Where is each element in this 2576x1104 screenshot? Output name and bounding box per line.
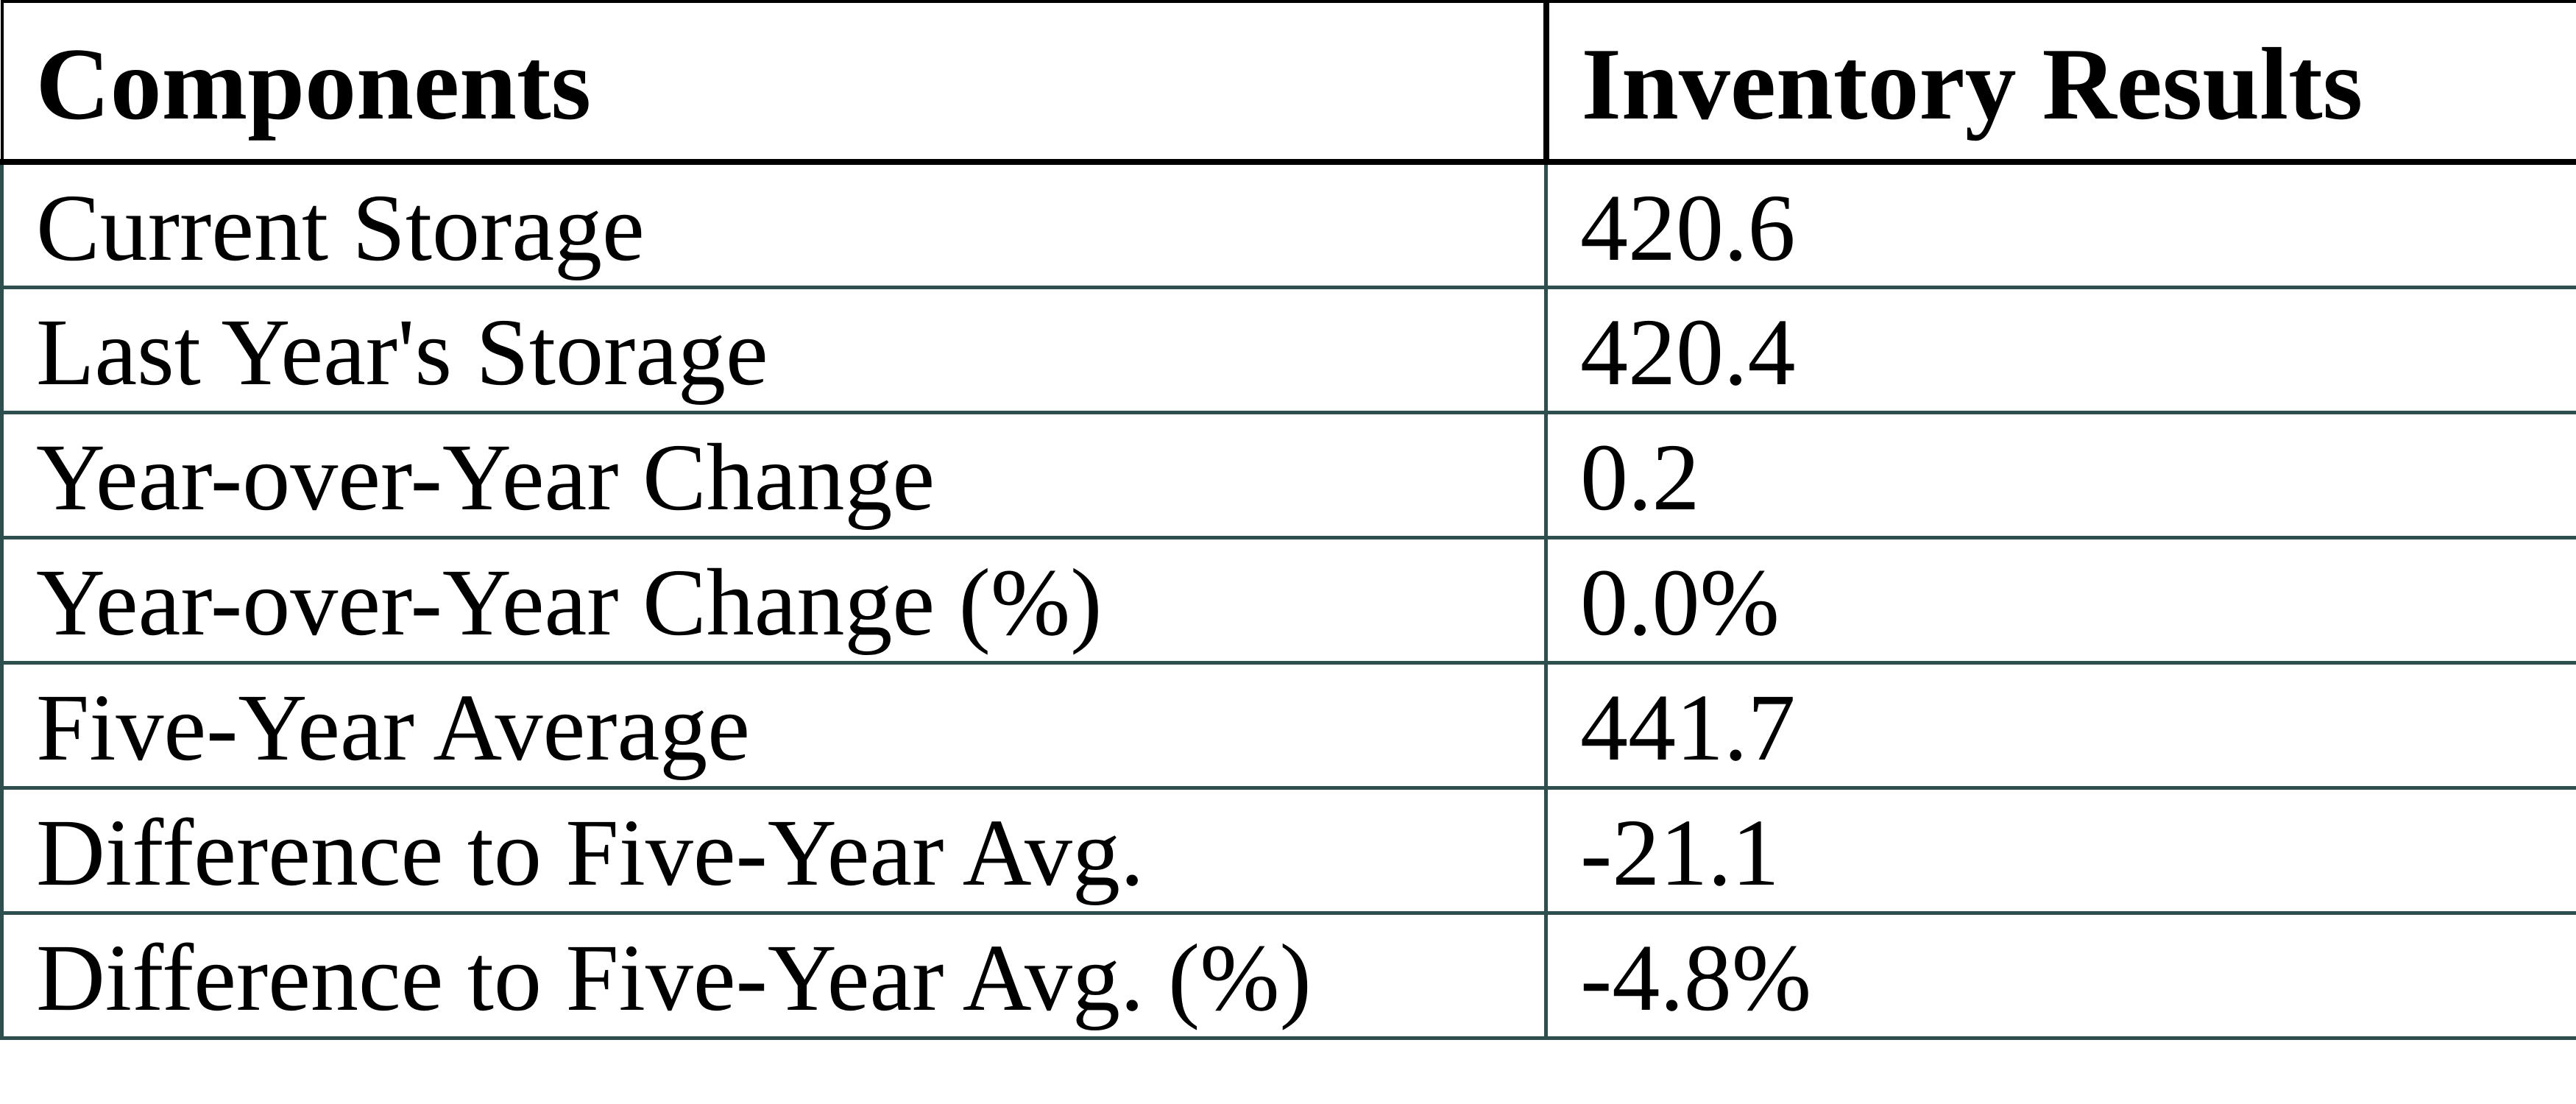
column-header-inventory-results: Inventory Results bbox=[1544, 0, 2576, 165]
table-row: Difference to Five-Year Avg. (%) -4.8% bbox=[0, 910, 2576, 1040]
table-row: Year-over-Year Change 0.2 bbox=[0, 410, 2576, 539]
component-cell: Five-Year Average bbox=[0, 660, 1548, 790]
table-row: Last Year's Storage 420.4 bbox=[0, 285, 2576, 414]
component-cell: Last Year's Storage bbox=[0, 285, 1548, 414]
component-cell: Current Storage bbox=[0, 160, 1548, 289]
table-row: Year-over-Year Change (%) 0.0% bbox=[0, 535, 2576, 665]
inventory-results-table: Components Inventory Results Current Sto… bbox=[0, 0, 2576, 1040]
value-cell: 0.2 bbox=[1544, 410, 2576, 539]
value-cell: 420.4 bbox=[1544, 285, 2576, 414]
table-row: Difference to Five-Year Avg. -21.1 bbox=[0, 785, 2576, 915]
component-cell: Year-over-Year Change (%) bbox=[0, 535, 1548, 665]
component-cell: Difference to Five-Year Avg. (%) bbox=[0, 910, 1548, 1040]
value-cell: 441.7 bbox=[1544, 660, 2576, 790]
value-cell: -21.1 bbox=[1544, 785, 2576, 915]
header-row: Components Inventory Results bbox=[0, 0, 2576, 165]
column-header-components: Components bbox=[0, 0, 1549, 165]
component-cell: Year-over-Year Change bbox=[0, 410, 1548, 539]
component-cell: Difference to Five-Year Avg. bbox=[0, 785, 1548, 915]
table-row: Five-Year Average 441.7 bbox=[0, 660, 2576, 790]
table-header: Components Inventory Results bbox=[0, 0, 2576, 165]
table-body: Current Storage 420.6 Last Year's Storag… bbox=[0, 160, 2576, 1040]
value-cell: 0.0% bbox=[1544, 535, 2576, 665]
table-row: Current Storage 420.6 bbox=[0, 160, 2576, 289]
value-cell: 420.6 bbox=[1544, 160, 2576, 289]
value-cell: -4.8% bbox=[1544, 910, 2576, 1040]
